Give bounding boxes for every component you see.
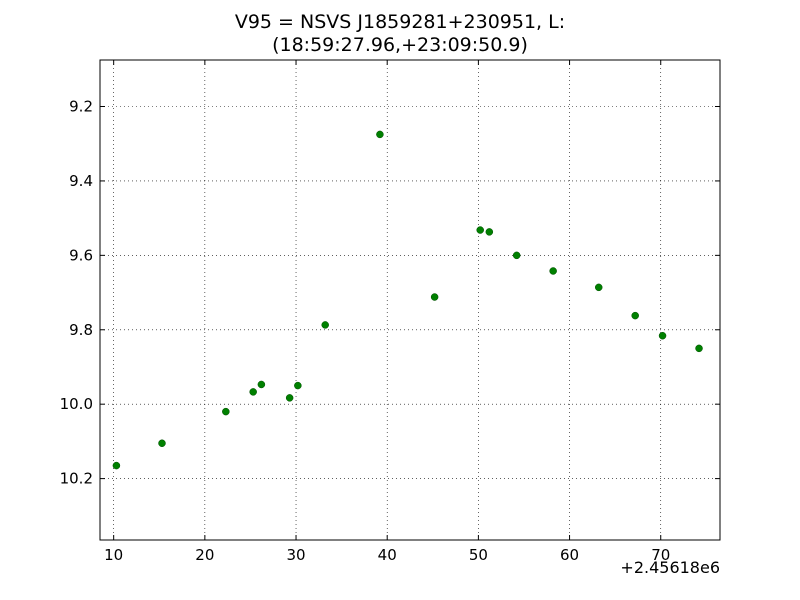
data-point — [658, 331, 667, 340]
tick-labels: 10 20 30 40 50 60 70 9.2 9.4 9.6 9.8 10.0 10.2 — [60, 98, 671, 564]
plot-frame — [99, 59, 721, 541]
x-tick-label: 50 — [469, 546, 488, 564]
data-point — [594, 283, 603, 292]
axis-ticks — [100, 60, 720, 540]
data-point — [285, 394, 294, 402]
data-point — [249, 388, 257, 396]
data-point — [430, 293, 439, 301]
y-tick-label: 10.0 — [60, 395, 93, 413]
data-point — [294, 381, 302, 390]
data-point — [631, 311, 639, 320]
chart-title-line2: (18:59:27.96,+23:09:50.9) — [272, 34, 528, 56]
x-offset-label: +2.45618e6 — [620, 558, 720, 577]
x-tick-label: 10 — [104, 546, 123, 564]
grid-lines — [100, 60, 720, 540]
data-point — [376, 130, 384, 139]
data-point — [549, 267, 557, 275]
data-point — [476, 226, 484, 234]
data-point — [695, 344, 703, 353]
data-point — [158, 439, 166, 448]
data-point — [512, 251, 521, 260]
data-point — [222, 407, 230, 416]
data-point — [257, 380, 266, 389]
data-point — [112, 461, 121, 470]
y-tick-label: 9.4 — [69, 172, 93, 190]
x-tick-label: 60 — [560, 546, 579, 564]
y-tick-label: 9.6 — [69, 246, 93, 264]
x-tick-label: 20 — [195, 546, 214, 564]
y-tick-label: 9.2 — [69, 98, 93, 116]
data-points — [112, 130, 703, 470]
data-point — [485, 228, 494, 236]
y-tick-label: 10.2 — [60, 470, 93, 488]
x-tick-label: 70 — [651, 546, 670, 564]
data-point — [321, 321, 329, 329]
y-tick-label: 9.8 — [69, 321, 93, 339]
chart-title-line1: V95 = NSVS J1859281+230951, L: — [234, 11, 566, 33]
x-tick-label: 40 — [378, 546, 397, 564]
x-tick-label: 30 — [286, 546, 305, 564]
